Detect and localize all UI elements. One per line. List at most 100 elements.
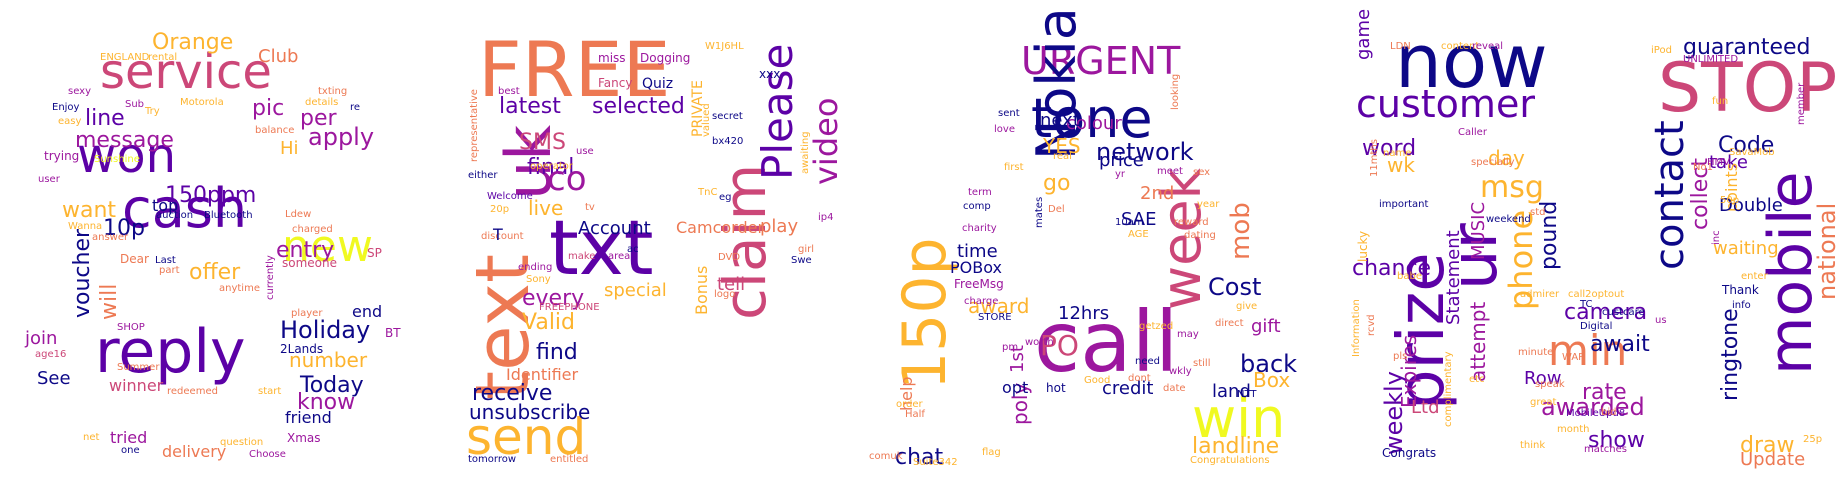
- word-code: Code: [1718, 133, 1775, 158]
- word-freephone: FREEPHONE: [539, 302, 600, 313]
- word-bluetooth: Bluetooth: [204, 210, 253, 221]
- word-10p: 10p: [103, 216, 145, 241]
- word-rental: rental: [148, 52, 178, 63]
- word-game: game: [1353, 8, 1374, 60]
- word-ac: ac: [627, 244, 639, 255]
- word-ip4: ip4: [818, 212, 834, 223]
- word-yr: yr: [1115, 169, 1126, 180]
- word-ringtone: ringtone: [1718, 308, 1743, 401]
- word-sexy: sexy: [68, 86, 92, 97]
- word-bx420: bx420: [712, 136, 744, 147]
- word-good: Good: [1084, 375, 1111, 386]
- word-join: join: [25, 328, 58, 349]
- word-sex: sex: [1193, 167, 1211, 178]
- word-year: year: [1197, 199, 1220, 210]
- word-comuk: comuk: [869, 451, 903, 462]
- word-savamob: SavaMob: [1729, 147, 1775, 158]
- word-2nd: 2nd: [1140, 183, 1175, 204]
- word-secret: secret: [712, 111, 743, 122]
- word-info: info: [1732, 300, 1751, 311]
- word-sunshine: Sunshine: [94, 154, 140, 165]
- word-currently: currently: [265, 255, 276, 300]
- word-next: next: [1040, 110, 1080, 131]
- word-swe: Swe: [791, 255, 812, 266]
- word-operator: operator: [530, 161, 574, 172]
- word-bid: bid: [1601, 407, 1617, 418]
- word-great: great: [1530, 397, 1557, 408]
- word-time: time: [957, 241, 998, 262]
- word-wk: wk: [1387, 153, 1415, 177]
- word-re: re: [350, 102, 361, 113]
- word-latest: latest: [499, 94, 561, 119]
- word-today: Today: [300, 373, 364, 398]
- word-land: land: [1212, 381, 1251, 402]
- word-opt: opt: [1002, 378, 1029, 397]
- word-gift: gift: [1251, 316, 1281, 337]
- word-cash: cash: [122, 177, 248, 240]
- word-new: new: [282, 221, 373, 272]
- word-now: now: [1395, 19, 1548, 105]
- word-awarded: awarded: [1541, 393, 1645, 421]
- word-congratulations: Congratulations: [1190, 455, 1270, 466]
- word-make: make: [568, 251, 596, 262]
- word-show: show: [1588, 428, 1645, 453]
- word-important: important: [1379, 199, 1429, 210]
- word-150ppm: 150ppm: [165, 183, 257, 208]
- word-unsubscribe: unsubscribe: [469, 400, 591, 424]
- word-user: user: [38, 174, 60, 185]
- word-reward: reward: [1174, 217, 1209, 228]
- word-age16: age16: [35, 349, 67, 360]
- word-use: use: [576, 146, 594, 157]
- word-urgent: URGENT: [1021, 39, 1181, 83]
- word-rcvd: rcvd: [1366, 314, 1377, 336]
- word-start: start: [258, 386, 282, 397]
- word-statement: Statement: [1443, 230, 1464, 325]
- word-mobile: mobile: [1756, 171, 1826, 376]
- word-await: await: [1590, 332, 1650, 357]
- word-free: FREE: [478, 25, 671, 114]
- word-landline: landline: [1192, 434, 1280, 459]
- word-bt: BT: [385, 326, 401, 340]
- word-question: question: [220, 437, 264, 448]
- word-digital: Digital: [1580, 321, 1613, 332]
- word-wap: WAP: [1562, 352, 1585, 363]
- word-ldn: LDN: [1390, 41, 1411, 52]
- word-freemsg: FreeMsg: [954, 277, 1004, 291]
- word-word: word: [1362, 136, 1417, 161]
- word-go: go: [1043, 171, 1071, 196]
- word-winner: winner: [109, 376, 164, 395]
- word-150p: 150p: [890, 237, 960, 390]
- word-fun: fun: [1712, 96, 1729, 107]
- word-per: per: [300, 106, 337, 131]
- word-rate: rate: [1582, 380, 1627, 405]
- word-std: std: [1530, 207, 1546, 218]
- word-order: order: [896, 399, 923, 410]
- word-lucky: lucky: [1356, 230, 1370, 262]
- word-take: take: [1709, 152, 1748, 173]
- word-need: need: [1135, 356, 1160, 367]
- word-end: end: [352, 302, 383, 321]
- word-identifier: Identifier: [506, 365, 579, 384]
- word-want: want: [62, 198, 117, 223]
- word-complimentary: complimentary: [1443, 351, 1454, 427]
- word-direct: direct: [1215, 318, 1244, 329]
- word-content: content: [1441, 41, 1480, 52]
- word-motorola: Motorola: [180, 97, 224, 108]
- word-quiz: Quiz: [642, 76, 674, 92]
- word-min: min: [1548, 326, 1628, 375]
- word-sms: SMS: [519, 130, 566, 155]
- word-top: top: [152, 196, 179, 215]
- word-logo: logo: [714, 289, 736, 300]
- word-award: award: [968, 294, 1030, 318]
- word-ldew: Ldew: [285, 209, 312, 220]
- word-dont: dont: [1128, 373, 1151, 384]
- word-shop: SHOP: [117, 322, 145, 333]
- word-term: term: [968, 187, 992, 198]
- word-network: network: [1096, 138, 1194, 166]
- word-dear: Dear: [120, 252, 149, 266]
- word-valid: Valid: [522, 310, 576, 335]
- word-dogging: Dogging: [640, 51, 691, 65]
- word-call: call: [1034, 293, 1179, 391]
- word-friend: friend: [285, 408, 332, 427]
- word-ending: ending: [518, 262, 553, 273]
